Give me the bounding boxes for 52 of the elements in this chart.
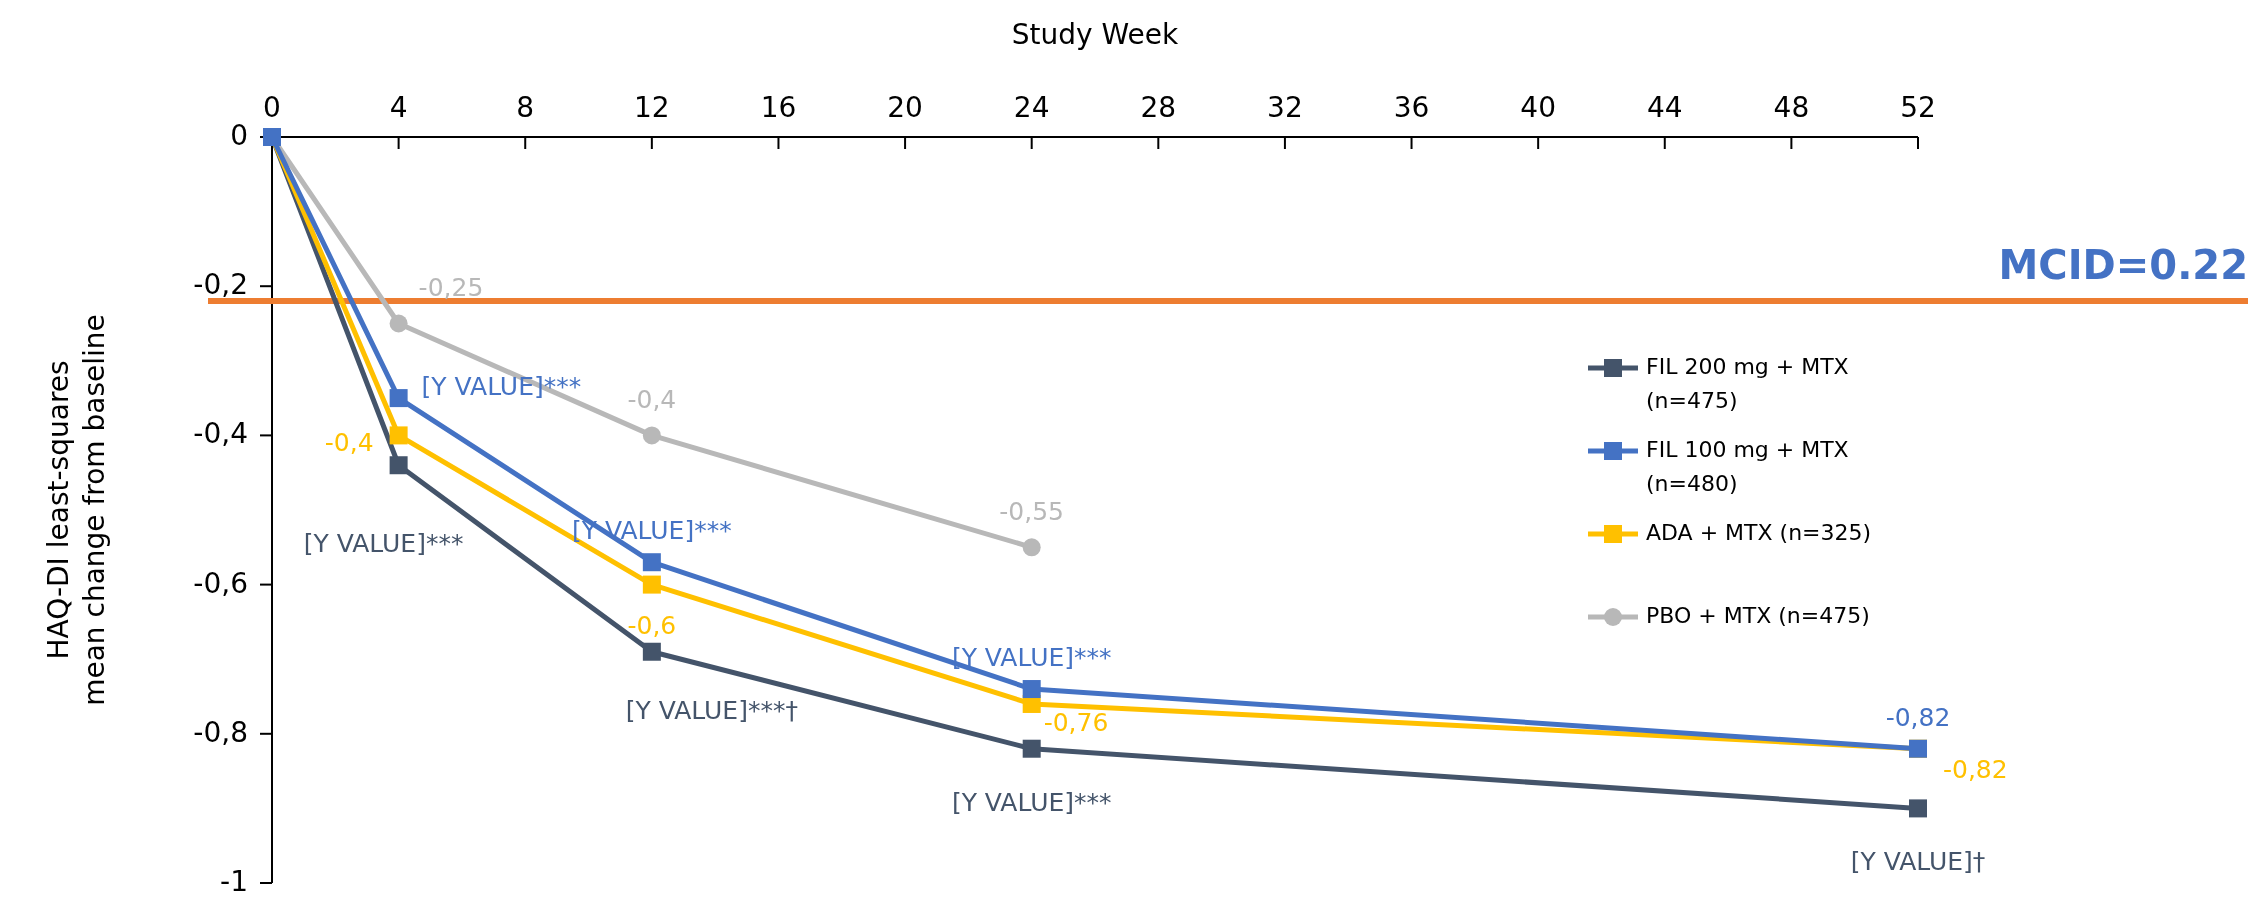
legend-label: PBO + MTX (n=475) (1646, 603, 1870, 628)
data-label: -0,76 (1043, 707, 1109, 737)
x-tick-label: 4 (389, 91, 408, 124)
data-label: -0,4 (324, 428, 374, 458)
point (642, 575, 661, 594)
x-tick-label: 12 (634, 91, 670, 124)
legend-label: FIL 100 mg + MTX (n=480) (1646, 437, 1849, 496)
x-tick-label: 36 (1393, 91, 1430, 124)
x-tick-label: 44 (1646, 91, 1683, 124)
x-tick-label: 40 (1520, 91, 1556, 124)
data-label: [Y VALUE]† (1850, 847, 1986, 877)
point (389, 314, 408, 333)
x-tick-label: 0 (263, 91, 281, 124)
x-tick-label: 48 (1773, 91, 1810, 124)
y-tick-label: -0,8 (193, 715, 248, 749)
x-tick-label: 32 (1267, 91, 1303, 124)
y-tick-label: 0 (230, 119, 248, 152)
point (1022, 680, 1041, 699)
point (1022, 739, 1041, 758)
y-tick-label: -0,6 (193, 566, 248, 600)
x-tick-label: 20 (887, 91, 923, 124)
data-label: [Y VALUE]*** (303, 529, 464, 559)
x-tick-label: 16 (760, 91, 797, 124)
y-tick-label: -0,4 (193, 417, 248, 451)
y-tick-label: -0,2 (193, 268, 248, 302)
data-label: -0,55 (999, 497, 1065, 527)
x-tick-label: 28 (1140, 91, 1177, 124)
point (642, 642, 661, 661)
legend-label: ADA + MTX (n=325) (1646, 520, 1872, 545)
data-label: -0,82 (1943, 754, 2008, 784)
x-tick-label: 52 (1900, 91, 1936, 124)
point (1909, 799, 1927, 818)
x-tick-label: 8 (516, 91, 535, 124)
data-label: [Y VALUE]*** (421, 372, 582, 402)
x-axis-title: Study Week (1011, 18, 1180, 51)
data-label: -0,6 (627, 610, 677, 640)
point (642, 553, 661, 572)
point (642, 426, 661, 445)
data-label: [Y VALUE]***† (625, 695, 798, 725)
text: MCID=0.22 (1998, 242, 2248, 289)
y-tick-label: -1 (220, 865, 248, 898)
point (389, 456, 408, 475)
point (389, 389, 408, 408)
data-label: [Y VALUE]*** (951, 787, 1112, 817)
point (389, 426, 408, 445)
data-label: -0,82 (1885, 702, 1951, 732)
legend-label: FIL 200 mg + MTX (n=475) (1646, 354, 1849, 413)
data-label: -0,4 (627, 385, 677, 415)
point (1022, 538, 1041, 557)
y-axis-title: HAQ-DI least-squares mean change from baseline (42, 314, 111, 706)
data-label: -0,25 (418, 272, 484, 302)
x-tick-label: 24 (1013, 91, 1050, 124)
